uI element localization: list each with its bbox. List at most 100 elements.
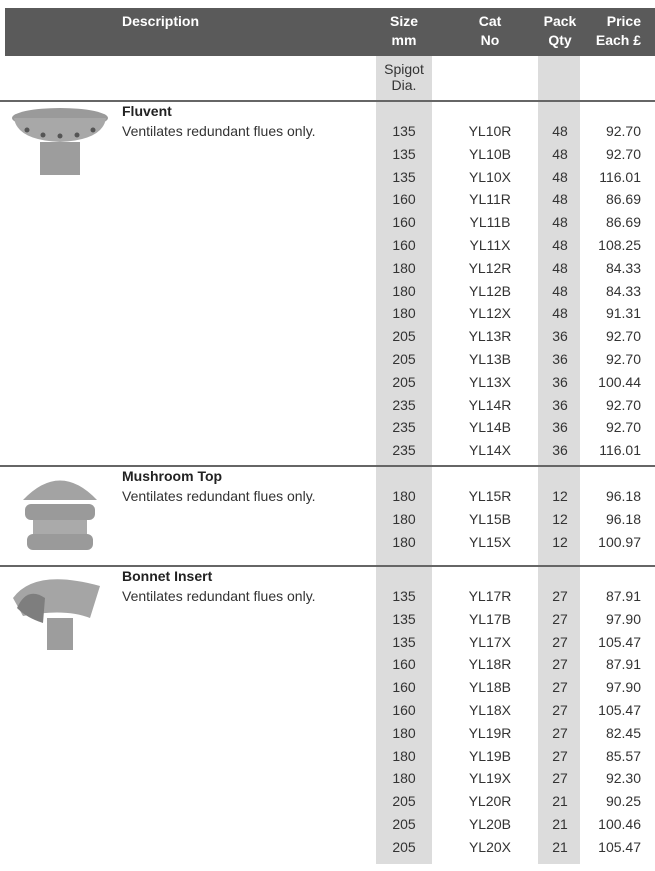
section-title: Bonnet Insert <box>122 568 213 584</box>
size: 135 <box>392 123 416 139</box>
section-description: Ventilates redundant flues only. <box>122 123 316 139</box>
cat-no: YL17X <box>468 633 512 650</box>
price: 108.25 <box>598 237 641 253</box>
cat-no: YL13R <box>468 328 512 345</box>
pack-qty: 36 <box>552 396 568 413</box>
size: 205 <box>392 328 416 345</box>
pack-column-shade <box>538 56 580 864</box>
cat-no: YL18B <box>468 679 512 696</box>
cat-no: YL10R <box>468 123 512 139</box>
cat-no: YL18X <box>468 702 512 718</box>
cat-no: YL11X <box>469 237 511 253</box>
pack-qty: 27 <box>552 588 568 604</box>
pack-qty: 12 <box>552 510 568 527</box>
pack-qty: 48 <box>552 191 568 208</box>
pack-qty: 48 <box>552 145 568 162</box>
cat-no: YL20R <box>468 793 512 810</box>
price: 90.25 <box>605 793 641 810</box>
cat-no: YL15X <box>468 533 512 550</box>
pack-qty: 27 <box>552 679 568 696</box>
bonnet-insert-image <box>13 579 100 650</box>
price: 92.70 <box>605 145 641 162</box>
section-divider <box>0 465 655 467</box>
price: 92.70 <box>605 351 641 367</box>
cat-no: YL20B <box>468 816 512 832</box>
pack-qty: 48 <box>552 282 568 299</box>
cat-no: YL19B <box>468 747 512 764</box>
size: 135 <box>392 145 416 162</box>
price: 84.33 <box>605 282 641 299</box>
cat-no: YL17B <box>468 610 512 627</box>
price: 100.46 <box>598 816 641 832</box>
subheader-label: Dia. <box>391 77 417 93</box>
header-label: No <box>480 32 500 48</box>
size: 180 <box>392 770 416 787</box>
pack-qty: 48 <box>552 237 568 253</box>
price: 91.31 <box>605 305 641 322</box>
size: 135 <box>392 633 416 650</box>
pack-qty: 36 <box>552 442 568 459</box>
price: 97.90 <box>605 679 641 696</box>
pack-qty: 27 <box>552 656 568 673</box>
cat-no: YL15B <box>468 510 512 527</box>
pack-qty: 21 <box>552 793 568 810</box>
price: 86.69 <box>605 214 641 231</box>
price: 92.70 <box>605 419 641 436</box>
size: 160 <box>392 656 416 673</box>
size: 160 <box>392 214 416 231</box>
fluvent-image <box>12 108 108 175</box>
cat-no: YL19X <box>468 770 512 787</box>
pack-qty: 36 <box>552 351 568 367</box>
subheader-label: Spigot <box>384 61 424 77</box>
header-label: Each £ <box>595 32 641 48</box>
size: 180 <box>392 282 416 299</box>
price: 96.18 <box>605 510 641 527</box>
size: 160 <box>392 702 416 718</box>
cat-no: YL12R <box>468 259 512 276</box>
cat-no: YL14B <box>468 419 512 436</box>
cat-no: YL15R <box>468 488 512 504</box>
pack-qty: 27 <box>552 747 568 764</box>
price: 100.44 <box>598 373 641 390</box>
size: 235 <box>392 396 416 413</box>
size: 135 <box>392 168 416 185</box>
pack-qty: 21 <box>552 838 568 855</box>
size: 205 <box>392 373 416 390</box>
header-label: Price <box>606 13 641 29</box>
size: 180 <box>392 510 416 527</box>
size: 135 <box>392 610 416 627</box>
size: 180 <box>392 533 416 550</box>
size: 205 <box>392 816 416 832</box>
size: 180 <box>392 724 416 741</box>
price: 97.90 <box>605 610 641 627</box>
cat-no: YL11B <box>469 214 511 231</box>
cat-no: YL13X <box>468 373 512 390</box>
price: 87.91 <box>605 588 641 604</box>
size: 180 <box>392 305 416 322</box>
size: 135 <box>392 588 416 604</box>
price: 84.33 <box>605 259 641 276</box>
price: 105.47 <box>598 633 641 650</box>
price: 92.70 <box>605 396 641 413</box>
pack-qty: 27 <box>552 610 568 627</box>
section-title: Mushroom Top <box>122 468 223 484</box>
price: 87.91 <box>605 656 641 673</box>
cat-no: YL12B <box>468 282 512 299</box>
pack-qty: 36 <box>552 328 568 345</box>
section-divider <box>0 565 655 567</box>
cat-no: YL12X <box>468 305 512 322</box>
pack-qty: 27 <box>552 770 568 787</box>
pack-qty: 48 <box>552 168 568 185</box>
cat-no: YL18R <box>468 656 512 673</box>
pack-qty: 12 <box>552 533 568 550</box>
pack-qty: 48 <box>552 259 568 276</box>
price: 92.30 <box>605 770 641 787</box>
section-divider <box>0 100 655 102</box>
header-label: Qty <box>548 32 572 48</box>
header-label: mm <box>391 32 417 48</box>
pack-qty: 12 <box>552 488 568 504</box>
pack-qty: 27 <box>552 702 568 718</box>
price: 82.45 <box>605 724 641 741</box>
cat-no: YL17R <box>468 588 512 604</box>
